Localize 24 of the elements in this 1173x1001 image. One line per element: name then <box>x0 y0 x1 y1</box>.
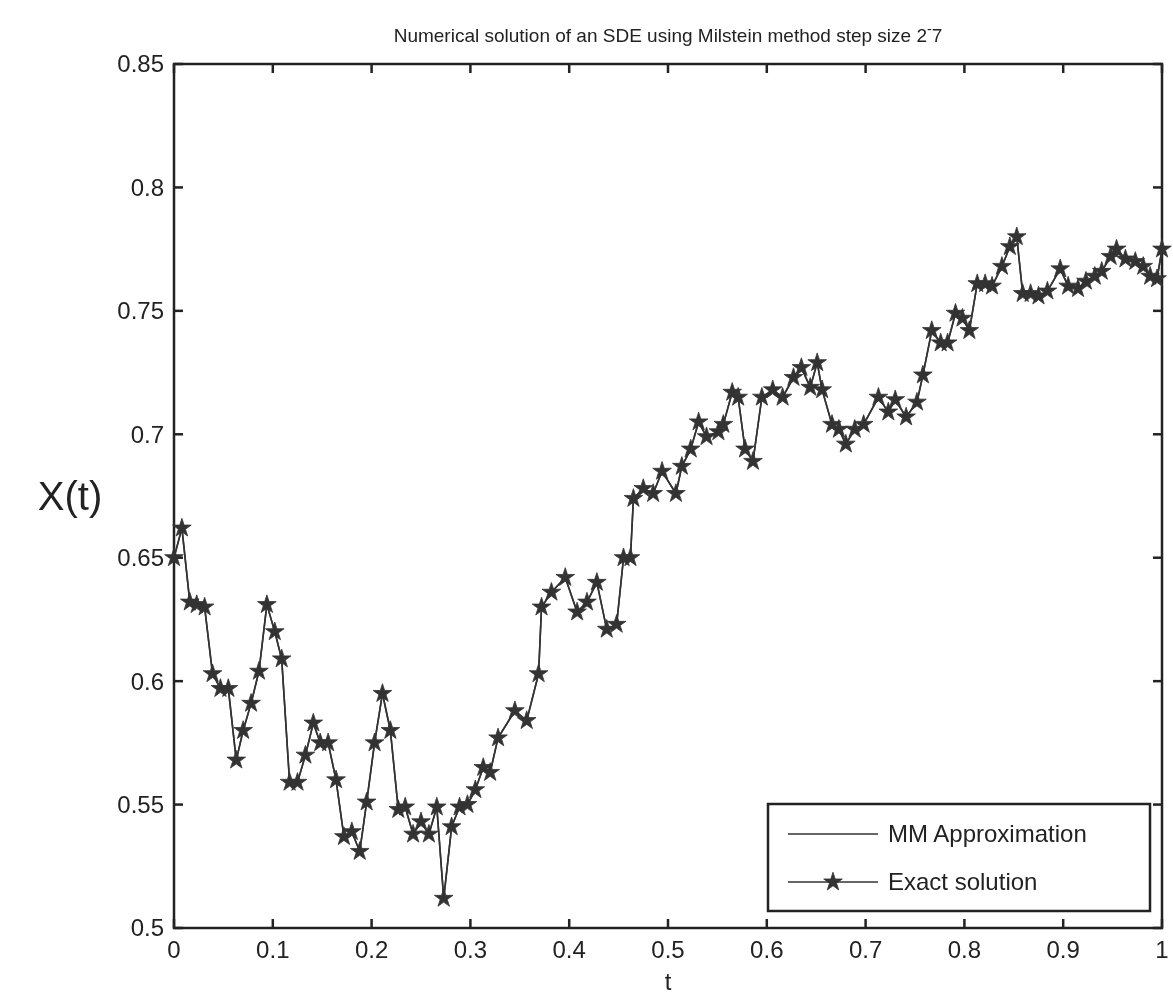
x-tick-label: 0.8 <box>947 936 982 963</box>
x-axis-title: t <box>664 968 672 995</box>
x-tick-label: 0.9 <box>1046 936 1080 963</box>
x-tick-label: 0.3 <box>453 936 488 963</box>
chart-title: Numerical solution of an SDE using Milstein method step size 2$^{-}$7 <box>393 21 943 46</box>
x-tick-label: 0.6 <box>750 936 784 963</box>
y-axis-title: X(t) <box>37 474 103 518</box>
y-tick-label: 0.55 <box>117 790 164 818</box>
x-tick-label: 0.5 <box>651 936 685 963</box>
x-tick-label: 0.1 <box>256 936 290 963</box>
y-tick-label: 0.85 <box>117 50 164 78</box>
x-tick-label: 0.4 <box>552 936 586 963</box>
y-tick-label: 0.6 <box>130 667 164 695</box>
y-tick-label: 0.5 <box>130 914 164 942</box>
y-tick-label: 0.65 <box>117 544 164 572</box>
x-tick-label: 0.2 <box>354 936 389 963</box>
x-tick-label: 0 <box>167 936 181 963</box>
y-tick-label: 0.8 <box>130 173 164 201</box>
x-tick-label: 1 <box>1155 936 1169 963</box>
y-tick-label: 0.7 <box>130 420 164 448</box>
x-tick-label: 0.7 <box>848 936 883 963</box>
legend-label: Exact solution <box>888 868 1038 896</box>
y-tick-label: 0.75 <box>117 297 164 325</box>
legend-label: MM Approximation <box>888 820 1087 848</box>
